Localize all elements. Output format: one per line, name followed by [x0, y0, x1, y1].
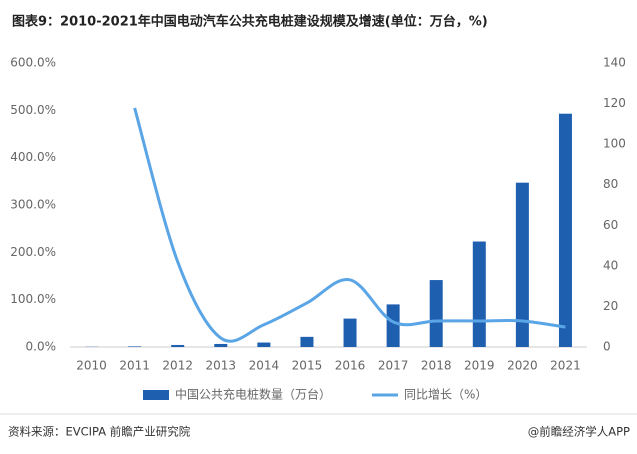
x-tick-label: 2011 — [119, 359, 150, 373]
bar — [171, 345, 184, 347]
y2-tick-label: 120 — [603, 96, 626, 110]
y2-tick-label: 100 — [603, 137, 626, 151]
y-tick-label: 600.0% — [10, 56, 56, 70]
y2-tick-label: 60 — [603, 218, 618, 232]
bar — [344, 319, 357, 347]
bar — [300, 337, 313, 347]
bar — [430, 280, 443, 347]
x-tick-label: 2016 — [335, 359, 366, 373]
y2-tick-label: 80 — [603, 177, 618, 191]
bar — [214, 344, 227, 347]
x-tick-label: 2017 — [378, 359, 409, 373]
y-tick-label: 400.0% — [10, 150, 56, 164]
x-tick-label: 2013 — [206, 359, 237, 373]
x-tick-label: 2019 — [464, 359, 495, 373]
x-tick-label: 2015 — [292, 359, 323, 373]
y2-tick-label: 140 — [603, 56, 626, 70]
line — [135, 108, 566, 341]
y2-tick-label: 0 — [603, 340, 611, 354]
x-tick-label: 2020 — [507, 359, 538, 373]
bar — [387, 304, 400, 347]
bar — [473, 242, 486, 347]
x-tick-label: 2010 — [76, 359, 107, 373]
y2-tick-label: 20 — [603, 299, 618, 313]
x-tick-label: 2014 — [249, 359, 280, 373]
bar — [559, 114, 572, 347]
y-tick-label: 100.0% — [10, 292, 56, 306]
y-tick-label: 300.0% — [10, 198, 56, 212]
bar — [128, 346, 141, 347]
x-tick-label: 2018 — [421, 359, 452, 373]
legend-label: 中国公共充电桩数量（万台） — [175, 387, 331, 402]
y-tick-label: 0.0% — [26, 340, 57, 354]
y-tick-label: 500.0% — [10, 103, 56, 117]
legend-label: 同比增长（%） — [404, 388, 487, 402]
x-tick-label: 2012 — [162, 359, 193, 373]
chart-title: 图表9：2010-2021年中国电动汽车公共充电桩建设规模及增速(单位：万台，%… — [12, 14, 488, 30]
y-tick-label: 200.0% — [10, 245, 56, 259]
bar — [257, 343, 270, 347]
x-tick-label: 2021 — [550, 359, 581, 373]
credit: @前瞻经济学人APP — [528, 425, 630, 439]
legend-swatch — [143, 390, 169, 400]
y2-tick-label: 40 — [603, 258, 618, 272]
source: 资料来源：EVCIPA 前瞻产业研究院 — [8, 425, 191, 439]
